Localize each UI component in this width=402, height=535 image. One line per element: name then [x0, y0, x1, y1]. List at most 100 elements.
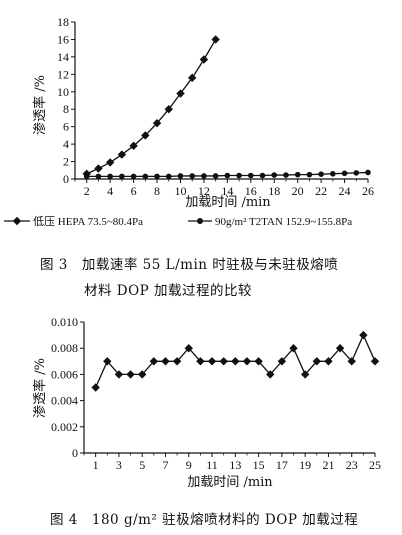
series-1-point — [196, 357, 205, 366]
series-2-point — [236, 172, 242, 179]
y-tick-label: 0.004 — [51, 394, 78, 408]
series-1-point — [129, 141, 138, 151]
series-2-point — [294, 171, 301, 178]
series-2-point — [259, 172, 266, 179]
x-tick-label: 10 — [174, 184, 186, 198]
x-tick-label: 26 — [362, 184, 374, 198]
series-2-point — [201, 173, 207, 179]
figure4-caption: 图 4 180 g/m² 驻极熔喷材料的 DOP 加载过程 — [50, 512, 359, 528]
figure4-y-axis-label: 渗透率 /% — [32, 358, 48, 418]
x-tick-label: 12 — [198, 184, 210, 198]
x-tick-label: 11 — [206, 458, 218, 472]
series-1-point — [335, 344, 345, 353]
y-tick-label: 6 — [63, 120, 69, 134]
series-2-point — [130, 173, 137, 180]
series-1-line — [86, 39, 217, 175]
figure3-caption-line2: 材料 DOP 加载过程的比较 — [84, 283, 253, 299]
y-tick-label: 8 — [63, 102, 69, 116]
y-tick-label: 0 — [63, 172, 69, 186]
legend-series-2-label: 90g/m² T2TAN 152.9~155.8Pa — [215, 216, 352, 228]
series-2-point — [95, 173, 102, 180]
x-tick-label: 19 — [299, 458, 311, 472]
x-tick-label: 21 — [322, 458, 334, 472]
figure4-marks — [91, 330, 380, 392]
series-2-point — [318, 171, 324, 178]
series-1-point — [91, 383, 100, 392]
series-2-point — [224, 172, 231, 179]
y-tick-label: 12 — [57, 67, 69, 81]
series-1-point — [242, 357, 252, 366]
series-1-point — [254, 357, 263, 366]
figure3-x-axis-label: 加载时间 /min — [185, 195, 271, 210]
figure3-legend: 低压 HEPA 73.5~80.4Pa 90g/m² T2TAN 152.9~15… — [4, 215, 352, 228]
figure3-caption: 图 3 加载速率 55 L/min 时驻极与未驻极熔喷 材料 DOP 加载过程的… — [40, 255, 400, 301]
series-2-point — [83, 173, 90, 180]
series-1-point — [324, 357, 333, 366]
x-tick-label: 1 — [93, 458, 99, 472]
y-tick-label: 0.006 — [51, 367, 78, 381]
series-1-point — [94, 164, 103, 173]
x-tick-label: 4 — [107, 184, 113, 198]
series-2-point — [142, 173, 149, 180]
series-1-point — [199, 55, 209, 64]
series-2-point — [306, 171, 313, 178]
x-tick-label: 3 — [116, 458, 122, 472]
series-2-point — [365, 169, 371, 176]
x-tick-label: 18 — [268, 184, 280, 198]
y-tick-label: 10 — [57, 85, 69, 99]
figure3-y-axis-label: 渗透率 /% — [32, 75, 48, 135]
y-tick-label: 0.002 — [51, 420, 78, 434]
x-tick-label: 6 — [131, 184, 137, 198]
series-2-point — [107, 173, 113, 180]
series-2-point — [212, 173, 219, 179]
y-tick-label: 0 — [72, 446, 78, 460]
x-tick-label: 23 — [346, 458, 358, 472]
x-tick-label: 9 — [186, 458, 192, 472]
y-tick-label: 2 — [63, 155, 69, 169]
legend-series-1-label: 低压 HEPA 73.5~80.4Pa — [33, 215, 143, 228]
series-1-point — [172, 357, 182, 366]
x-tick-label: 5 — [139, 458, 145, 472]
series-2-point — [283, 172, 289, 178]
series-2-point — [341, 170, 348, 177]
series-1-point — [117, 150, 127, 159]
series-2-point — [248, 172, 254, 179]
series-1-point — [312, 357, 321, 366]
series-2-point — [330, 170, 336, 177]
series-1-point — [105, 158, 115, 167]
series-2-point — [189, 173, 195, 179]
series-1-point — [300, 370, 310, 379]
figure3-marks — [82, 35, 371, 180]
x-tick-label: 22 — [315, 184, 327, 198]
y-tick-label: 0.010 — [51, 315, 78, 329]
legend-series-1-marker — [12, 216, 22, 226]
series-1-point — [161, 357, 170, 366]
series-1-point — [141, 131, 150, 140]
series-2-point — [119, 173, 125, 180]
x-tick-label: 7 — [162, 458, 168, 472]
series-1-point — [103, 357, 112, 366]
series-2-point — [271, 172, 278, 178]
series-1-point — [219, 357, 228, 366]
x-tick-label: 20 — [292, 184, 304, 198]
x-tick-label: 16 — [245, 184, 257, 198]
x-tick-label: 24 — [339, 184, 351, 198]
y-tick-label: 16 — [57, 32, 69, 46]
x-tick-label: 15 — [253, 458, 265, 472]
series-1-point — [184, 344, 193, 353]
series-1-point — [289, 344, 298, 353]
series-1-point — [114, 370, 124, 379]
series-1-point — [359, 330, 368, 340]
series-2-point — [177, 173, 184, 179]
series-1-point — [138, 370, 147, 379]
y-tick-label: 14 — [57, 50, 69, 64]
series-1-point — [207, 357, 217, 366]
x-tick-label: 13 — [229, 458, 241, 472]
series-1-point — [211, 35, 220, 44]
series-1-point — [347, 357, 356, 366]
x-tick-label: 17 — [276, 458, 288, 472]
